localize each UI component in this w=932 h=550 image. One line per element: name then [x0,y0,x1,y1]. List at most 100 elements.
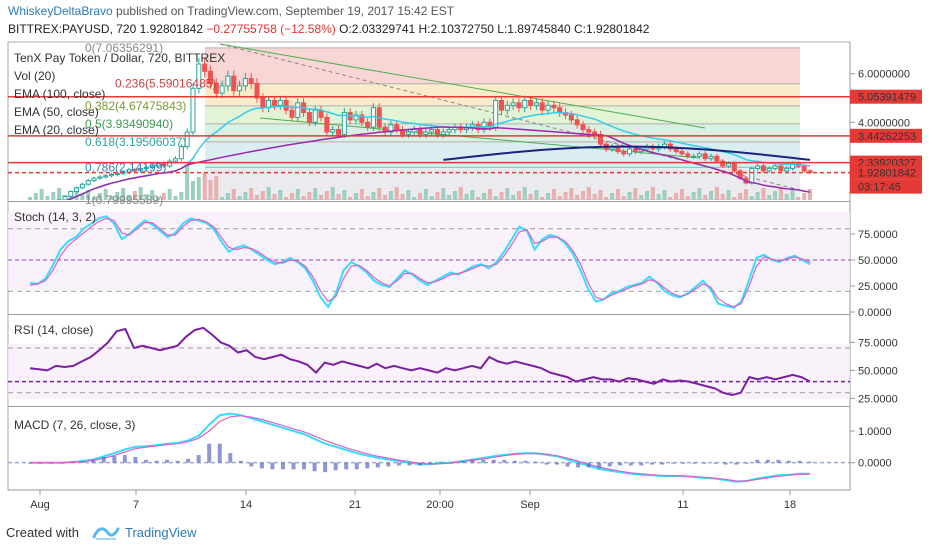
volume-bar [615,189,620,200]
candle-body [388,124,394,133]
candle-body [207,70,213,84]
candle-body [225,75,231,87]
price-badge-text: 3.44262253 [858,131,916,143]
symbol-line: BITTREX:PAYUSD, 720 1.92801842 −0.277557… [8,22,649,36]
candle-body [522,99,528,109]
candle-body [749,167,755,184]
volume-bar [295,189,300,200]
candle-body [760,165,766,172]
candle-body [196,63,202,89]
volume-bar [150,190,155,200]
candle-body [161,163,167,167]
macd-histogram-bar [154,460,159,463]
volume-bar [656,194,661,200]
time-tick-label: 11 [677,499,688,511]
macd-histogram-bar [502,459,507,463]
candle-body [411,129,417,133]
volume-bar [278,190,283,200]
candle-body [306,112,312,123]
macd-histogram-bar [702,462,707,464]
macd-histogram-bar [101,456,106,463]
axis-tick-label: 0.0000 [858,458,892,470]
macd-histogram-bar [91,459,96,463]
macd-histogram-bar [133,456,138,463]
author-link[interactable]: WhiskeyDeltaBravo [8,4,113,18]
volume-bar [528,194,533,200]
volume-bar [342,190,347,200]
volume-bar [365,196,370,200]
volume-bar [470,190,475,200]
volume-bar [27,197,33,200]
candle-body [190,87,196,133]
macd-histogram-bar [439,461,444,463]
tradingview-logo-icon[interactable] [92,523,120,541]
candle-body [597,133,603,145]
volume-bar [627,192,632,200]
candle-body [533,102,539,106]
volume-bar [121,188,126,200]
candle-body [557,107,563,114]
volume-bar [534,190,539,200]
macd-histogram-bar [734,462,739,465]
fib-labels: 0.236(5.59016485) 0.382(4.67475843) 0.5(3.… [85,41,216,207]
stoch-label: Stoch (14, 3, 2) [14,210,96,224]
macd-histogram-bar [165,459,170,463]
fib-label: 0.786(2.14199) [85,160,166,174]
macd-histogram-bar [249,462,254,467]
macd-histogram-bar [565,462,570,467]
candle-body [143,166,149,169]
candle-body [539,102,545,111]
candle-body [138,167,144,172]
axis-tick-label: 75.0000 [858,229,898,241]
macd-histogram-bar [365,462,370,469]
fib-retracement[interactable] [205,47,800,200]
candle-body [545,104,551,111]
volume-bar [289,193,294,200]
candle-body [237,85,243,92]
candle-body [766,167,772,172]
macd-histogram-bar [681,462,686,464]
candle-body [481,121,487,131]
resistance-lines[interactable] [8,95,850,174]
fib-label: 0(7.06356291) [85,41,163,55]
volume-bar [109,196,114,200]
volume-bar [441,188,446,200]
tradingview-link[interactable]: TradingView [125,525,197,540]
macd-histogram-bar [755,459,760,463]
candle-body [114,172,120,176]
volume-bar [714,187,719,200]
chart-canvas[interactable]: 0.236(5.59016485) 0.382(4.67475843) 0.5(3.… [0,40,932,516]
candle-body [551,104,557,109]
volume-bar [301,196,306,200]
candle-body [510,102,516,106]
ema-lines [65,105,811,200]
volume-bar [435,192,440,200]
time-tick-label: 18 [784,499,796,511]
volume-bar [458,187,463,200]
macd-histogram-bar [28,462,32,464]
volume-bar [685,196,690,200]
macd-histogram-bar [186,458,191,463]
rsi-line [8,326,850,397]
volume-bar [185,164,190,200]
volume-bar [778,187,783,200]
macd-histogram-bar [639,462,644,466]
volume-bar [383,195,388,200]
candle-body [731,163,737,172]
volume-bar [586,187,591,200]
candle-body [632,148,638,152]
macd-histogram-bar [460,460,465,463]
volume-bar [214,176,219,200]
volume-bar [610,193,615,200]
macd-histogram-bar [122,455,127,463]
time-tick-label: Aug [30,499,50,511]
price-badge-text: 5.05391479 [858,92,916,104]
volume-bar [307,192,312,200]
macd-histogram-bar [449,461,454,463]
volume-bar [103,189,108,200]
macd-histogram-bar [765,459,770,463]
volume-bar [51,192,56,200]
macd-histogram-bar [523,460,528,463]
volume-bar [691,192,696,200]
volume-bar [511,195,516,200]
